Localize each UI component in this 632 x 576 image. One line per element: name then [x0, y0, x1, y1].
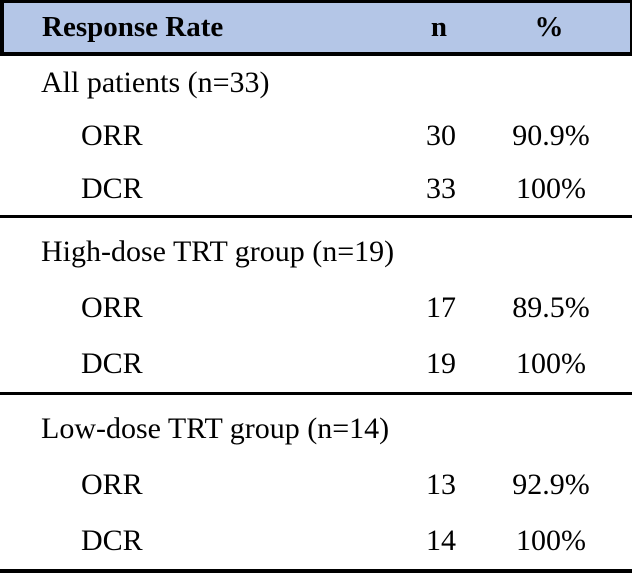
metric-n-value: 33	[426, 171, 456, 205]
table-header-row: Response Rate n %	[0, 0, 632, 56]
metric-label: DCR	[81, 524, 143, 557]
metric-n-value: 19	[426, 347, 456, 380]
table-row: ORR 30 90.9%	[0, 109, 632, 162]
metric-n-value: 17	[426, 291, 456, 324]
column-header-response-rate: Response Rate	[42, 11, 224, 43]
metric-label: ORR	[81, 468, 143, 501]
table-row: DCR 14 100%	[0, 513, 632, 569]
metric-percent-value: 100%	[516, 347, 586, 380]
metric-n-value: 30	[426, 118, 456, 152]
column-header-n: n	[430, 11, 448, 43]
table-row: ORR 13 92.9%	[0, 457, 632, 513]
metric-n-value: 13	[426, 468, 456, 501]
metric-percent-value: 89.5%	[512, 291, 590, 324]
metric-label: ORR	[81, 291, 143, 324]
section-all-patients: All patients (n=33) ORR 30 90.9% DCR 33 …	[0, 56, 632, 218]
group-row: Low-dose TRT group (n=14)	[0, 401, 632, 457]
group-label: All patients (n=33)	[41, 65, 270, 99]
metric-label: ORR	[81, 118, 143, 152]
table-row: DCR 19 100%	[0, 336, 632, 392]
table-row: DCR 33 100%	[0, 162, 632, 215]
group-label: Low-dose TRT group (n=14)	[41, 412, 390, 445]
metric-percent-value: 100%	[516, 171, 586, 205]
metric-label: DCR	[81, 347, 143, 380]
metric-percent-value: 100%	[516, 524, 586, 557]
section-low-dose-trt: Low-dose TRT group (n=14) ORR 13 92.9% D…	[0, 395, 632, 573]
group-label: High-dose TRT group (n=19)	[41, 235, 395, 268]
section-high-dose-trt: High-dose TRT group (n=19) ORR 17 89.5% …	[0, 218, 632, 395]
group-row: All patients (n=33)	[0, 56, 632, 109]
metric-n-value: 14	[426, 524, 456, 557]
metric-label: DCR	[81, 171, 143, 205]
column-header-percent: %	[534, 11, 564, 43]
table-row: ORR 17 89.5%	[0, 280, 632, 336]
metric-percent-value: 92.9%	[512, 468, 590, 501]
group-row: High-dose TRT group (n=19)	[0, 224, 632, 280]
metric-percent-value: 90.9%	[512, 118, 590, 152]
